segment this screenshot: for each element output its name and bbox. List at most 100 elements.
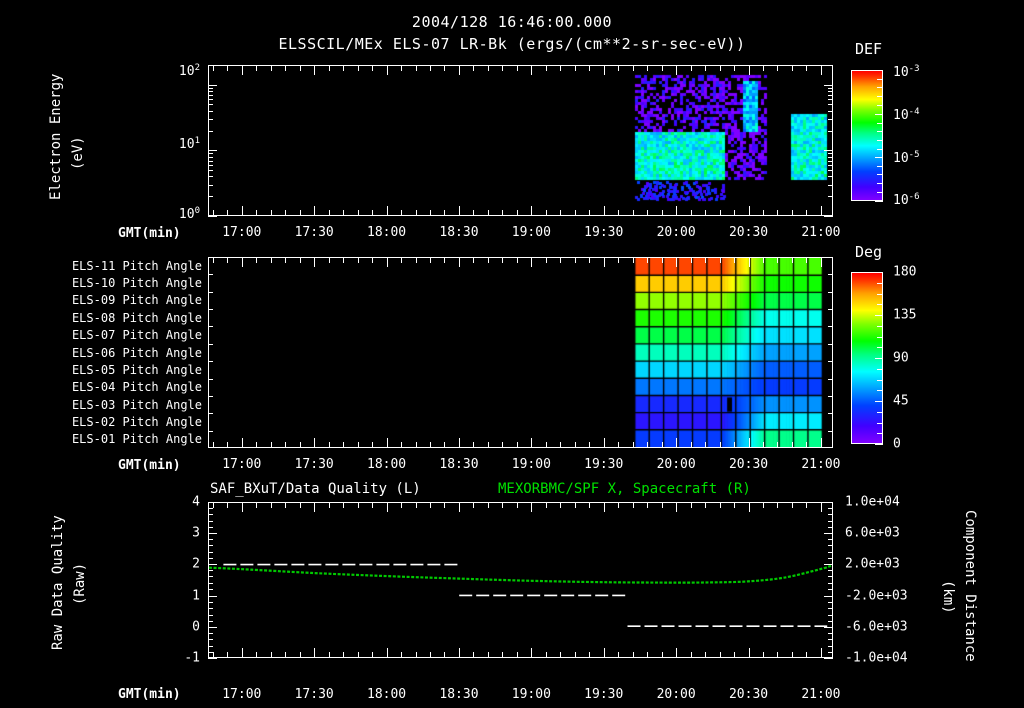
def-cbar-label-1: 10-4 <box>893 107 920 123</box>
bottom-ytick-label-right: -6.0e+03 <box>845 619 908 635</box>
xtick-bottom <box>242 438 243 447</box>
ytick-minor-left <box>208 153 213 154</box>
xtick-bottom <box>575 652 576 657</box>
deg-colorbar-title: Deg <box>855 243 883 261</box>
def-cbar-exp-0: -3 <box>908 63 920 74</box>
xtick-bottom <box>662 652 663 657</box>
ytick-minor-left <box>208 104 213 105</box>
def-cbar-exp-1: -4 <box>908 106 920 117</box>
top-panel-gmt-label: GMT(min) <box>118 226 181 241</box>
bottom-ytick-label-left: 1 <box>192 588 200 604</box>
xtick-top <box>749 66 750 75</box>
deg-cbar-minor-tick <box>877 294 883 295</box>
xtick-bottom <box>329 652 330 657</box>
mid-ytick-left <box>208 257 213 258</box>
bottom-panel-svg <box>209 563 832 627</box>
xtick-top <box>401 258 402 263</box>
xtick-top <box>227 66 228 71</box>
xtick-top <box>256 66 257 71</box>
xtick-top <box>546 503 547 508</box>
xtick-top <box>589 66 590 71</box>
bottom-ytick-minor-right <box>828 633 833 634</box>
xtick-top <box>271 258 272 263</box>
deg-cbar-major-tick <box>875 401 883 402</box>
xtick-bottom <box>792 210 793 215</box>
xtick-top <box>242 258 243 267</box>
xtick-top <box>256 503 257 508</box>
xtick-bottom <box>560 442 561 447</box>
xtick-top <box>821 258 822 267</box>
xtick-top <box>256 258 257 263</box>
pitch-angle-row-label: ELS-11 Pitch Angle <box>71 258 202 273</box>
mid-ytick-left <box>208 431 213 432</box>
xtick-bottom <box>387 438 388 447</box>
xtick-top <box>358 503 359 508</box>
xtick-top <box>416 258 417 263</box>
ytick-minor-right <box>828 196 833 197</box>
def-cbar-minor-tick <box>877 183 883 184</box>
xtick-bottom <box>734 442 735 447</box>
bottom-ytick-label-right: 6.0e+03 <box>845 525 900 541</box>
xtick-top <box>763 503 764 508</box>
ytick-minor-right <box>828 157 833 158</box>
xtick-top <box>459 66 460 75</box>
xtick-bottom <box>300 652 301 657</box>
xtick-bottom <box>604 438 605 447</box>
xtick-bottom <box>401 442 402 447</box>
xtick-bottom <box>589 442 590 447</box>
xtick-top <box>444 258 445 263</box>
xtick-bottom <box>647 652 648 657</box>
xtick-bottom <box>372 652 373 657</box>
bottom-ytick-minor-left <box>208 545 213 546</box>
ytick-minor-left <box>208 119 213 120</box>
xtick-bottom <box>387 648 388 657</box>
xtick-bottom <box>416 442 417 447</box>
xtick-bottom <box>806 442 807 447</box>
xtick-top <box>473 503 474 508</box>
bottom-ytick-minor-right <box>828 589 833 590</box>
mid-ytick-right <box>828 431 833 432</box>
xtick-bottom <box>777 652 778 657</box>
xtick-bottom <box>459 648 460 657</box>
xtick-top <box>676 66 677 75</box>
xtick-top <box>604 258 605 267</box>
ytick-minor-left <box>208 111 213 112</box>
xtick-label: 19:30 <box>584 687 624 702</box>
xtick-bottom <box>329 210 330 215</box>
xtick-label: 17:30 <box>294 687 334 702</box>
xtick-bottom <box>358 442 359 447</box>
xtick-top <box>430 503 431 508</box>
xtick-label: 20:00 <box>656 457 696 472</box>
bottom-ytick-minor-right <box>828 621 833 622</box>
xtick-top <box>416 503 417 508</box>
xtick-bottom <box>517 652 518 657</box>
def-colorbar <box>851 70 883 201</box>
pitch-angle-canvas <box>209 258 832 447</box>
xtick-bottom <box>358 652 359 657</box>
bottom-ytick-label-right: 1.0e+04 <box>845 494 900 510</box>
deg-cbar-minor-tick <box>877 412 883 413</box>
xtick-bottom <box>633 442 634 447</box>
xtick-top <box>763 66 764 71</box>
def-cbar-minor-tick <box>877 149 883 150</box>
xtick-label: 17:30 <box>294 457 334 472</box>
xtick-top <box>792 258 793 263</box>
def-cbar-mantissa-2: 10 <box>893 151 909 167</box>
xtick-label: 19:00 <box>511 457 551 472</box>
mid-ytick-left <box>208 309 213 310</box>
xtick-bottom <box>502 210 503 215</box>
xtick-bottom <box>314 648 315 657</box>
xtick-top <box>604 66 605 75</box>
bottom-ylabel-left-line1: Raw Data Quality <box>50 515 66 650</box>
xtick-bottom <box>676 438 677 447</box>
bottom-ytick-minor-right <box>828 576 833 577</box>
ytick-minor-left <box>208 88 213 89</box>
def-cbar-exp-3: -6 <box>908 191 920 202</box>
top-ytick-exp-2: 0 <box>194 205 200 216</box>
xtick-top <box>227 258 228 263</box>
xtick-label: 20:30 <box>728 687 769 702</box>
xtick-bottom <box>749 206 750 215</box>
xtick-top <box>329 66 330 71</box>
ytick-major-left <box>208 216 217 217</box>
xtick-bottom <box>560 652 561 657</box>
